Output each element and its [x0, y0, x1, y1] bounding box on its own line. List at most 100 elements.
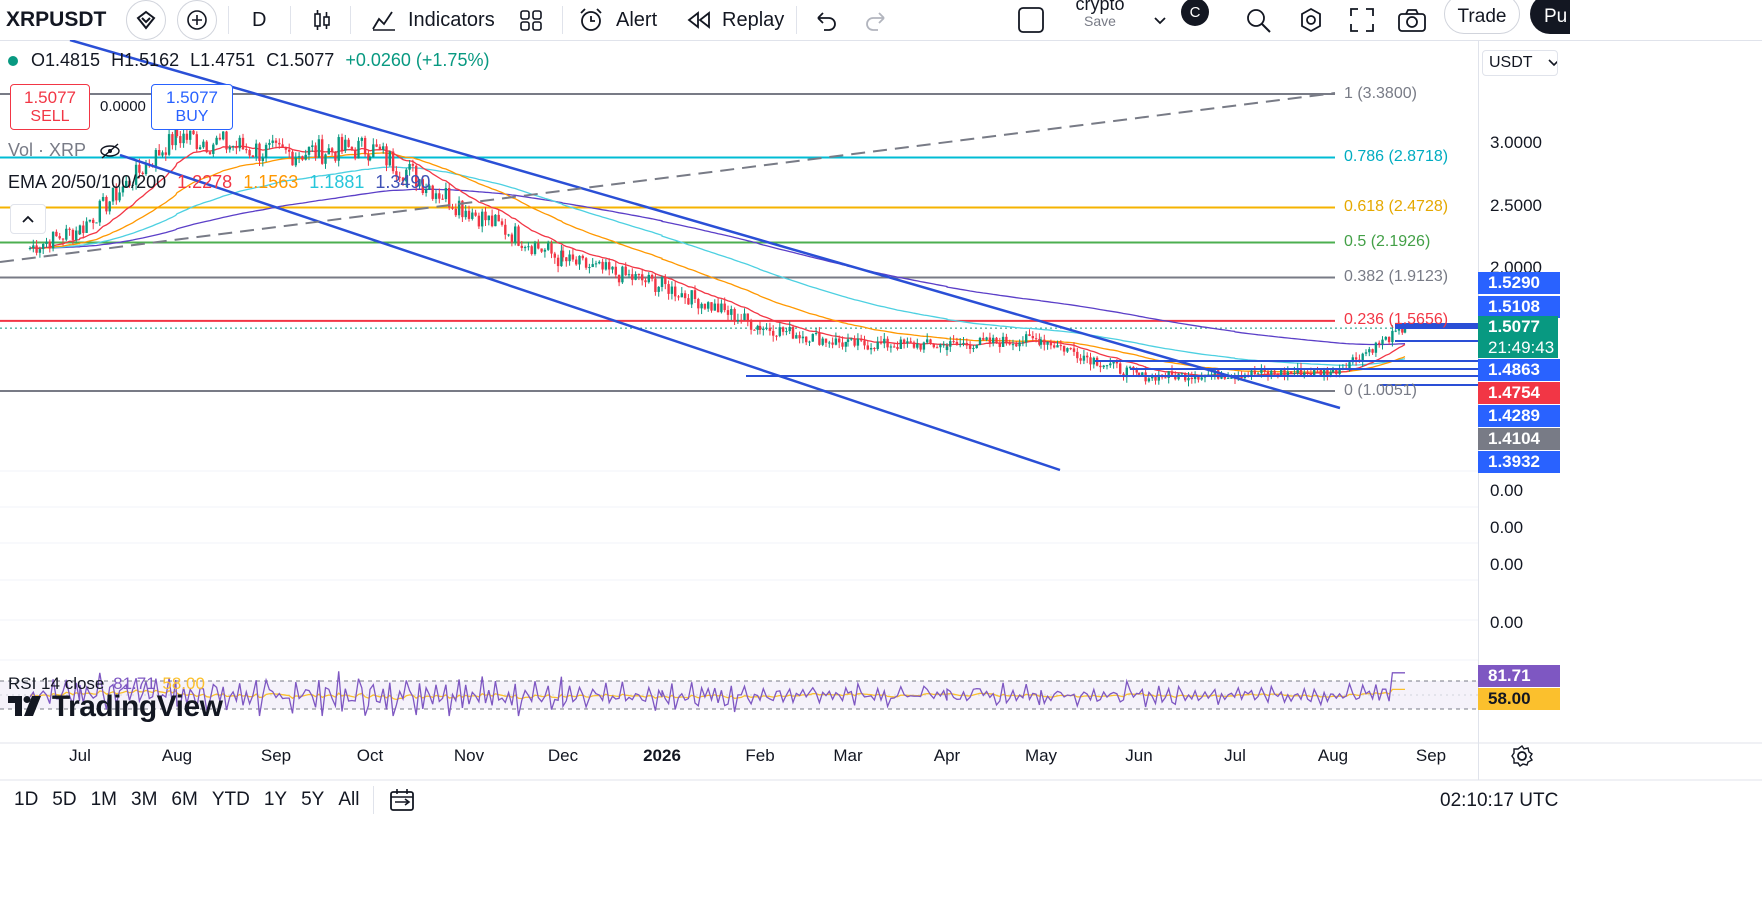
publish-button[interactable]: Pu: [1530, 0, 1570, 34]
quick-search-button[interactable]: [1244, 0, 1274, 40]
eye-hidden-icon[interactable]: [99, 143, 121, 159]
candle-body: [591, 264, 594, 268]
trendline-drawings[interactable]: [0, 40, 1478, 472]
settings-button[interactable]: [1296, 0, 1326, 40]
candle-body: [504, 224, 507, 235]
candle-body: [1105, 365, 1109, 367]
snapshot-button[interactable]: [1396, 0, 1428, 40]
candle-body: [571, 254, 575, 260]
volume-label: Vol · XRP: [8, 140, 86, 160]
utc-clock[interactable]: 02:10:17 UTC: [1440, 790, 1559, 811]
range-all[interactable]: All: [338, 789, 360, 810]
replay-button[interactable]: Replay: [686, 0, 784, 40]
candle-body: [611, 266, 614, 270]
indicators-icon: [372, 11, 395, 31]
replay-label: Replay: [722, 8, 785, 31]
calendar-range-icon[interactable]: [388, 787, 416, 813]
trade-button[interactable]: Trade: [1444, 0, 1520, 34]
candle-body: [138, 164, 141, 173]
candle-body: [484, 211, 487, 221]
interval-button[interactable]: D: [252, 8, 267, 31]
rsi-legend[interactable]: RSI 14 close 81.71 58.00: [8, 674, 205, 694]
layout-button[interactable]: [1016, 0, 1046, 40]
sell-button[interactable]: 1.5077 SELL: [10, 84, 90, 130]
ema-line: [30, 188, 1406, 346]
templates-button[interactable]: [518, 0, 544, 40]
candle-body: [395, 171, 398, 177]
range-ytd[interactable]: YTD: [211, 789, 250, 810]
price-label: 1.4863: [1478, 359, 1560, 381]
range-1d[interactable]: 1D: [14, 789, 39, 810]
candle-body: [654, 278, 657, 292]
candle-body: [1286, 371, 1289, 376]
candle-body: [428, 185, 431, 190]
fibonacci-retracement[interactable]: [0, 93, 1478, 392]
candle-body: [733, 309, 736, 322]
range-3m[interactable]: 3M: [131, 789, 158, 810]
undo-button[interactable]: [814, 0, 838, 40]
time-tick: Mar: [833, 746, 863, 765]
symbol-search[interactable]: XRPUSDT: [6, 8, 107, 31]
volume-tick: 0.00: [1490, 555, 1524, 574]
alert-button[interactable]: Alert: [578, 0, 657, 40]
candle-body: [791, 327, 795, 339]
alert-label: Alert: [616, 8, 658, 31]
price-chart[interactable]: [0, 40, 1762, 820]
candle-body: [357, 140, 360, 159]
indicators-button[interactable]: Indicators: [370, 0, 495, 40]
currency-select[interactable]: USDT: [1482, 50, 1558, 76]
axis-settings-button[interactable]: [1510, 744, 1534, 773]
price-label: 1.4754: [1478, 382, 1560, 404]
tradingview-logo[interactable]: TradingView: [8, 690, 223, 724]
candle-body: [1374, 342, 1378, 353]
candle-body: [372, 144, 375, 157]
candle-body: [1361, 353, 1364, 361]
bottom-panel: [0, 822, 1762, 920]
redo-icon: [866, 12, 885, 31]
candle-body: [866, 345, 869, 350]
candle-body: [540, 248, 543, 252]
range-1y[interactable]: 1Y: [263, 789, 288, 810]
range-1m[interactable]: 1M: [90, 789, 117, 810]
candle-body: [919, 343, 922, 350]
chevron-up-icon: [22, 215, 34, 223]
candle-body: [553, 253, 556, 258]
candle-body: [1226, 377, 1230, 379]
candle-body: [1115, 361, 1119, 364]
fullscreen-button[interactable]: [1348, 0, 1376, 40]
ema-legend[interactable]: EMA 20/50/100/200 1.2278 1.1563 1.1881 1…: [8, 172, 430, 193]
ideas-button[interactable]: [126, 0, 166, 40]
candle-body: [578, 255, 581, 265]
candle-body: [883, 338, 886, 344]
bar-countdown: 21:49:43: [1488, 338, 1555, 357]
chart-type-button[interactable]: [310, 0, 334, 40]
candle-body: [218, 137, 222, 140]
candle-body: [330, 148, 334, 152]
buy-button[interactable]: 1.5077 BUY: [151, 84, 233, 130]
candle-body: [520, 245, 523, 248]
candle-body: [543, 249, 547, 252]
candle-body: [824, 338, 828, 343]
layout-menu-button[interactable]: [1150, 0, 1170, 40]
time-tick: Nov: [453, 746, 485, 765]
candle-body: [952, 341, 955, 343]
range-5y[interactable]: 5Y: [301, 789, 325, 810]
candle-body: [1167, 371, 1170, 378]
candle-body: [451, 207, 454, 209]
candle-body: [88, 219, 92, 222]
candle-body: [634, 274, 637, 280]
compare-button[interactable]: [177, 0, 217, 40]
user-avatar[interactable]: C: [1181, 0, 1209, 26]
layout-name[interactable]: crypto Save: [1062, 0, 1138, 29]
candle-body: [38, 249, 42, 253]
candlestick-series: [28, 124, 1407, 387]
candle-body: [1273, 370, 1276, 374]
range-6m[interactable]: 6M: [171, 789, 198, 810]
range-5d[interactable]: 5D: [52, 789, 77, 810]
volume-legend[interactable]: Vol · XRP: [8, 140, 121, 161]
collapse-legend-button[interactable]: [10, 204, 46, 234]
time-tick: Apr: [933, 746, 961, 765]
redo-button[interactable]: [864, 0, 888, 40]
candle-body: [1401, 327, 1404, 333]
candle-body: [680, 293, 683, 298]
